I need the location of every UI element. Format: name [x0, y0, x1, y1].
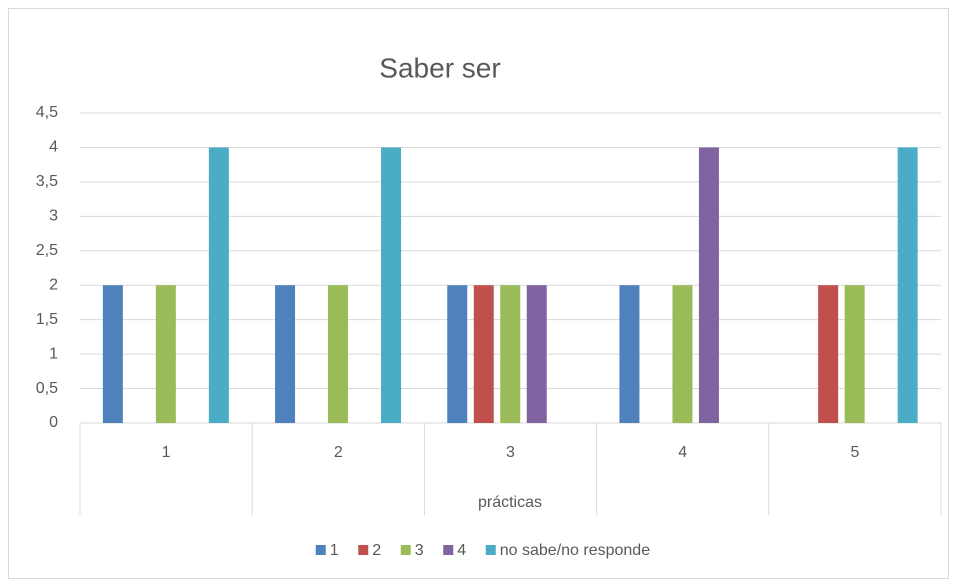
bar [208, 147, 229, 423]
y-tick-label: 4,5 [36, 104, 58, 121]
bar [328, 285, 349, 423]
bar [381, 147, 402, 423]
x-tick-label: 5 [850, 444, 859, 461]
bar [155, 285, 176, 423]
y-tick-label: 1 [49, 345, 58, 362]
legend-swatch [358, 545, 369, 555]
bar [698, 147, 719, 423]
y-tick-label: 2,5 [36, 242, 58, 259]
y-tick-label: 3 [49, 208, 58, 225]
y-tick-label: 1,5 [36, 311, 58, 328]
x-tick-label: 4 [678, 444, 687, 461]
x-tick-label: 1 [162, 444, 171, 461]
bar [619, 285, 640, 423]
bar [102, 285, 123, 423]
bar [818, 285, 839, 423]
y-tick-label: 0 [49, 414, 58, 431]
legend-label: 2 [372, 542, 381, 559]
legend-swatch [443, 545, 454, 555]
legend-swatch [485, 545, 496, 555]
legend-swatch [400, 545, 411, 555]
x-tick-label: 2 [334, 444, 343, 461]
y-tick-label: 4 [49, 139, 58, 156]
legend-label: 3 [415, 542, 424, 559]
bar [275, 285, 296, 423]
chart-title: Saber ser [379, 52, 500, 83]
bar [844, 285, 865, 423]
legend-label: no sabe/no responde [500, 542, 650, 559]
y-tick-label: 3,5 [36, 173, 58, 190]
bar [473, 285, 494, 423]
legend-swatch [315, 545, 326, 555]
legend-label: 4 [457, 542, 466, 559]
bar [897, 147, 918, 423]
legend-label: 1 [330, 542, 339, 559]
bar [447, 285, 468, 423]
x-axis-label: prácticas [478, 494, 542, 511]
y-tick-label: 2 [49, 276, 58, 293]
bar [526, 285, 547, 423]
bar [672, 285, 693, 423]
y-tick-label: 0,5 [36, 380, 58, 397]
x-tick-label: 3 [506, 444, 515, 461]
bar [500, 285, 521, 423]
